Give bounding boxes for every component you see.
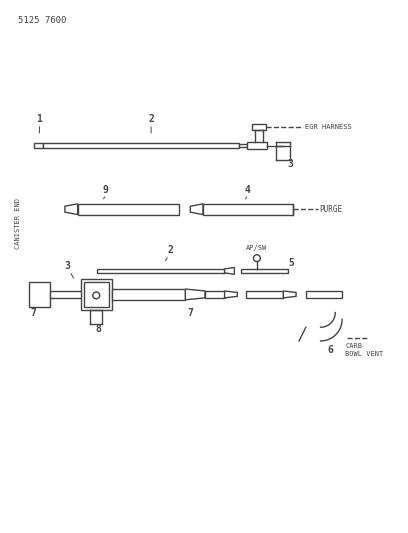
Text: 9: 9 <box>102 184 108 195</box>
Bar <box>306 291 342 298</box>
Bar <box>29 281 50 307</box>
Bar <box>246 291 283 298</box>
Bar <box>80 279 112 310</box>
Bar <box>241 269 288 273</box>
Text: 1: 1 <box>36 114 42 124</box>
Bar <box>203 204 293 215</box>
Polygon shape <box>65 204 78 215</box>
Text: 5: 5 <box>288 258 294 268</box>
Bar <box>84 281 109 307</box>
Bar <box>43 143 239 148</box>
Polygon shape <box>224 291 237 298</box>
Bar <box>97 269 224 273</box>
Circle shape <box>93 292 100 299</box>
Text: CANISTER END: CANISTER END <box>15 198 21 249</box>
Text: AP/SW: AP/SW <box>246 245 268 252</box>
Text: 6: 6 <box>328 345 333 355</box>
Bar <box>205 291 224 298</box>
Bar <box>50 291 84 298</box>
Text: 2: 2 <box>148 114 154 124</box>
Circle shape <box>253 255 260 262</box>
Bar <box>78 204 179 215</box>
Text: 7: 7 <box>31 308 36 318</box>
Bar <box>239 144 247 147</box>
Bar <box>33 143 43 148</box>
Polygon shape <box>224 268 234 274</box>
Text: 3: 3 <box>287 159 293 169</box>
Polygon shape <box>185 289 205 300</box>
Text: 4: 4 <box>244 184 250 195</box>
Bar <box>112 289 185 300</box>
Text: BOWL VENT: BOWL VENT <box>345 351 383 357</box>
Text: EGR HARNESS: EGR HARNESS <box>305 124 352 130</box>
Text: 2: 2 <box>168 245 174 255</box>
Bar <box>247 142 267 149</box>
Polygon shape <box>283 291 296 298</box>
Text: 3: 3 <box>64 261 70 271</box>
Bar <box>252 124 266 130</box>
Text: 5125 7600: 5125 7600 <box>18 16 66 25</box>
Text: 8: 8 <box>95 324 101 334</box>
Polygon shape <box>190 204 203 215</box>
Text: 7: 7 <box>187 308 193 318</box>
Text: CARB: CARB <box>345 343 362 350</box>
Text: PURGE: PURGE <box>319 205 343 214</box>
